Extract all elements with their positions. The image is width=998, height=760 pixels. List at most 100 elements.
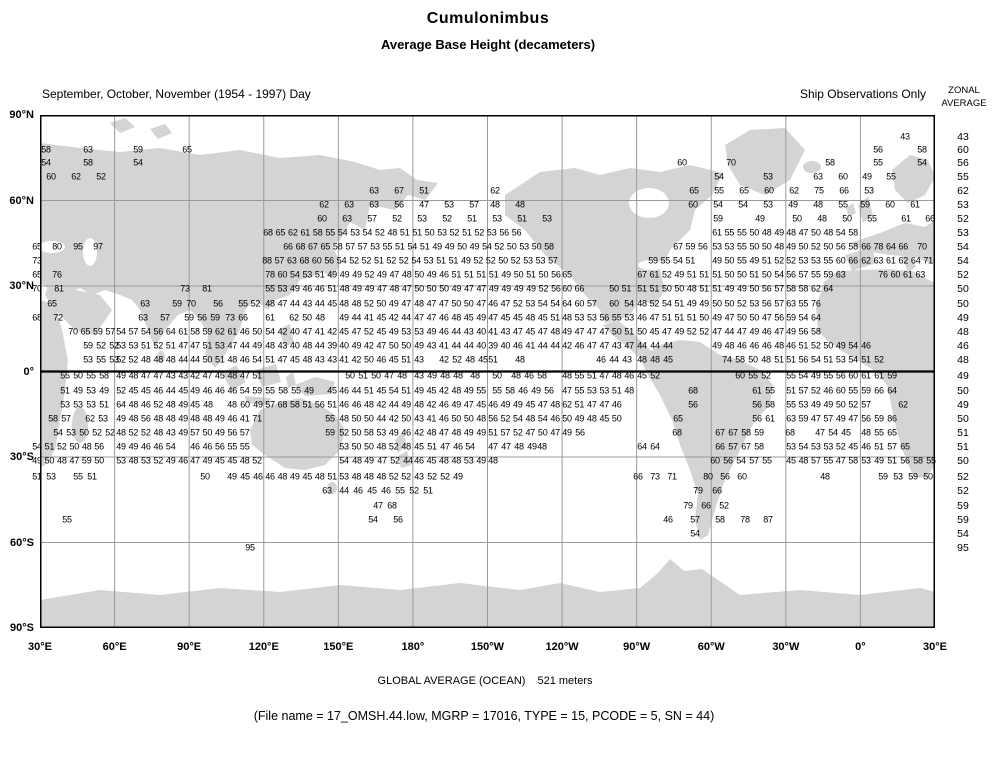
figure-title: Cumulonimbus [426, 10, 550, 27]
grid-value: 52 [874, 354, 884, 365]
grid-value: 65 [562, 269, 572, 280]
grid-value: 56 [488, 413, 498, 424]
grid-value: 67 [741, 441, 751, 452]
grid-value: 63 [138, 312, 148, 323]
grid-value: 47 [835, 455, 846, 466]
grid-value: 65 [32, 269, 42, 280]
grid-value: 51 [419, 185, 429, 196]
landmass-arabia [45, 286, 112, 335]
grid-value: 51 [374, 255, 384, 266]
grid-value: 54 [690, 528, 700, 539]
grid-value: 53 [423, 255, 434, 266]
y-axis-label: 60°S [10, 536, 34, 549]
title-block: Cumulonimbus Average Base Height (decame… [0, 10, 976, 52]
grid-value: 45 [500, 312, 511, 323]
grid-value: 55 [886, 171, 896, 182]
grid-value: 48 [389, 283, 400, 294]
grid-value: 47 [376, 340, 387, 351]
grid-value: 47 [599, 326, 610, 337]
grid-value: 49 [178, 427, 188, 438]
grid-value: 51 [302, 399, 313, 410]
grid-value: 59 [83, 340, 93, 351]
grid-value: 53 [587, 385, 597, 396]
inland-seas [40, 188, 669, 270]
grid-value: 50 [737, 312, 747, 323]
grid-value: 56 [394, 199, 404, 210]
grid-value: 52 [513, 427, 523, 438]
season-label: September, October, November (1954 - 199… [42, 87, 311, 101]
grid-value: 51 [401, 385, 411, 396]
file-info-label: (File name = 17_OMSH.44.low, MGRP = 1701… [253, 709, 715, 723]
grid-value: 58 [848, 227, 858, 238]
grid-value: 49 [749, 255, 760, 266]
grid-value: 57 [367, 213, 377, 224]
grid-value: 43 [463, 326, 474, 337]
grid-value: 50 [414, 283, 424, 294]
grid-value: 56 [873, 144, 883, 155]
grid-value: 54 [828, 427, 838, 438]
grid-value: 58 [505, 385, 515, 396]
grid-value: 53 [712, 241, 722, 252]
grid-value: 61 [752, 385, 762, 396]
x-axis-label: 30°E [923, 641, 947, 653]
grid-value: 52 [440, 471, 450, 482]
grid-value: 65 [47, 298, 57, 309]
zonal-average-value: 52 [957, 213, 969, 225]
global-average-line: GLOBAL AVERAGE (OCEAN) 521 meters [0, 675, 970, 687]
zonal-average-value: 46 [957, 340, 969, 352]
grid-value: 50 [498, 255, 508, 266]
grid-value: 63 [786, 413, 796, 424]
grid-value: 51 [686, 269, 697, 280]
grid-value: 42 [439, 354, 449, 365]
grid-value: 67 [673, 241, 683, 252]
grid-value: 49 [686, 298, 697, 309]
grid-value: 52 [449, 227, 460, 238]
grid-value: 60 [848, 370, 858, 381]
grid-value: 51 [462, 227, 472, 238]
grid-value: 49 [227, 471, 237, 482]
grid-value: 55 [492, 385, 502, 396]
zonal-average-value: 49 [957, 312, 969, 324]
grid-value: 54 [513, 413, 523, 424]
grid-value: 52 [390, 455, 400, 466]
grid-value: 59 [823, 269, 834, 280]
grid-value: 97 [93, 241, 103, 252]
landmass-east-africa [40, 300, 68, 468]
grid-value: 46 [253, 471, 263, 482]
grid-value: 52 [386, 255, 397, 266]
grid-value: 47 [815, 427, 825, 438]
grid-value: 57 [798, 269, 809, 280]
grid-value: 49 [432, 241, 442, 252]
grid-value: 46 [414, 455, 424, 466]
grid-value: 50 [364, 413, 374, 424]
grid-value: 66 [283, 241, 293, 252]
grid-value: 48 [823, 227, 834, 238]
grid-value: 46 [351, 399, 362, 410]
grid-value: 68 [32, 312, 42, 323]
grid-value: 42 [426, 399, 437, 410]
grid-value: 52 [650, 370, 660, 381]
grid-value: 61 [227, 326, 238, 337]
grid-value: 59 [210, 312, 220, 323]
grid-value: 45 [141, 385, 151, 396]
zonal-average-value: 54 [957, 255, 969, 267]
grid-value: 66 [898, 241, 909, 252]
grid-value: 56 [314, 399, 325, 410]
grid-value: 53 [370, 241, 380, 252]
landmass-australia [250, 398, 345, 470]
grid-value: 57 [811, 455, 821, 466]
grid-value: 53 [66, 427, 76, 438]
grid-value: 49 [500, 399, 511, 410]
grid-value: 43 [165, 427, 176, 438]
grid-value: 47 [500, 298, 511, 309]
grid-value: 55 [786, 370, 796, 381]
x-axis-label: 60°E [102, 641, 127, 653]
grid-value: 47 [277, 298, 288, 309]
grid-value: 68 [688, 385, 698, 396]
grid-value: 73 [180, 283, 190, 294]
grid-value: 52 [128, 427, 139, 438]
grid-value: 46 [453, 441, 463, 452]
grid-value: 64 [116, 399, 126, 410]
grid-value: 50 [674, 283, 685, 294]
